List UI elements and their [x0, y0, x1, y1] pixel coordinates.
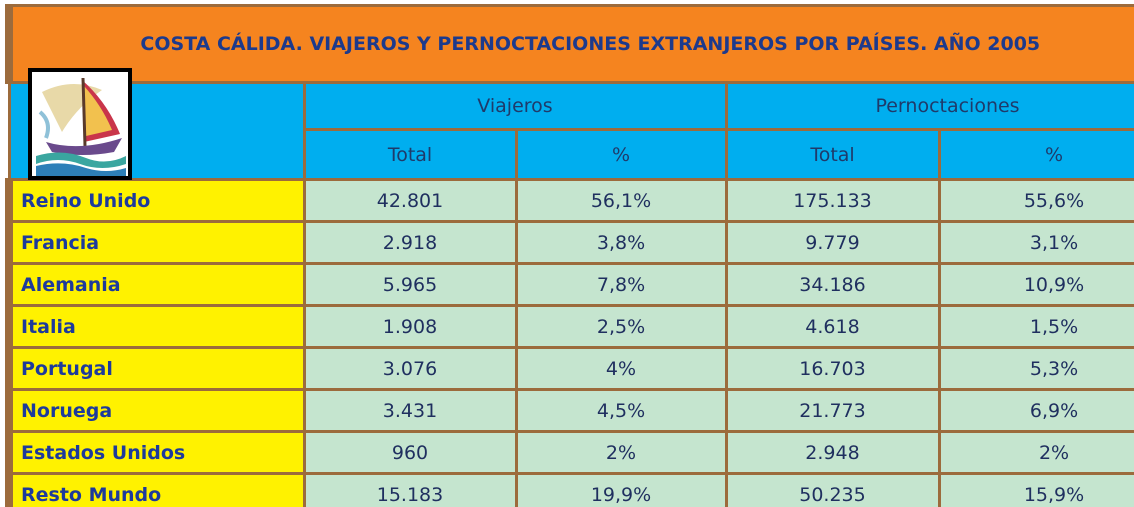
value-cell: 2.948	[724, 430, 941, 475]
value-cell: 1.908	[302, 304, 518, 349]
value-cell: 4%	[514, 346, 728, 391]
country-cell: Reino Unido	[5, 178, 306, 223]
value-cell: 3,8%	[514, 220, 728, 265]
value-cell: 50.235	[724, 472, 941, 507]
value-cell: 175.133	[724, 178, 941, 223]
country-cell: Noruega	[5, 388, 306, 433]
group-header: Pernoctaciones	[724, 81, 1134, 131]
data-table: COSTA CÁLIDA. VIAJEROS Y PERNOCTACIONES …	[4, 4, 1134, 507]
value-cell: 2%	[514, 430, 728, 475]
value-cell: 10,9%	[937, 262, 1134, 307]
value-cell: 42.801	[302, 178, 518, 223]
group-header: Viajeros	[302, 81, 728, 131]
value-cell: 2%	[937, 430, 1134, 475]
country-cell: Italia	[5, 304, 306, 349]
value-cell: 3.076	[302, 346, 518, 391]
value-cell: 9.779	[724, 220, 941, 265]
column-header: %	[937, 128, 1134, 181]
country-cell: Resto Mundo	[5, 472, 306, 507]
value-cell: 15,9%	[937, 472, 1134, 507]
country-cell: Estados Unidos	[5, 430, 306, 475]
value-cell: 15.183	[302, 472, 518, 507]
value-cell: 55,6%	[937, 178, 1134, 223]
value-cell: 34.186	[724, 262, 941, 307]
value-cell: 19,9%	[514, 472, 728, 507]
country-cell: Alemania	[5, 262, 306, 307]
value-cell: 2.918	[302, 220, 518, 265]
table-row: Italia 1.908 2,5% 4.618 1,5%	[5, 304, 1134, 349]
value-cell: 56,1%	[514, 178, 728, 223]
value-cell: 960	[302, 430, 518, 475]
value-cell: 4.618	[724, 304, 941, 349]
value-cell: 7,8%	[514, 262, 728, 307]
column-header: Total	[724, 128, 941, 181]
value-cell: 6,9%	[937, 388, 1134, 433]
value-cell: 5,3%	[937, 346, 1134, 391]
column-header: %	[514, 128, 728, 181]
table-row: Portugal 3.076 4% 16.703 5,3%	[5, 346, 1134, 391]
logo	[28, 68, 132, 180]
country-cell: Francia	[5, 220, 306, 265]
value-cell: 4,5%	[514, 388, 728, 433]
table-row: Resto Mundo 15.183 19,9% 50.235 15,9%	[5, 472, 1134, 507]
country-cell: Portugal	[5, 346, 306, 391]
column-header: Total	[302, 128, 518, 181]
table-row: Alemania 5.965 7,8% 34.186 10,9%	[5, 262, 1134, 307]
table-row: Reino Unido 42.801 56,1% 175.133 55,6%	[5, 178, 1134, 223]
table-row: Francia 2.918 3,8% 9.779 3,1%	[5, 220, 1134, 265]
value-cell: 16.703	[724, 346, 941, 391]
value-cell: 5.965	[302, 262, 518, 307]
value-cell: 3.431	[302, 388, 518, 433]
value-cell: 1,5%	[937, 304, 1134, 349]
value-cell: 2,5%	[514, 304, 728, 349]
table-row: Estados Unidos 960 2% 2.948 2%	[5, 430, 1134, 475]
value-cell: 3,1%	[937, 220, 1134, 265]
value-cell: 21.773	[724, 388, 941, 433]
table-title: COSTA CÁLIDA. VIAJEROS Y PERNOCTACIONES …	[4, 4, 1134, 84]
table-row: Noruega 3.431 4,5% 21.773 6,9%	[5, 388, 1134, 433]
